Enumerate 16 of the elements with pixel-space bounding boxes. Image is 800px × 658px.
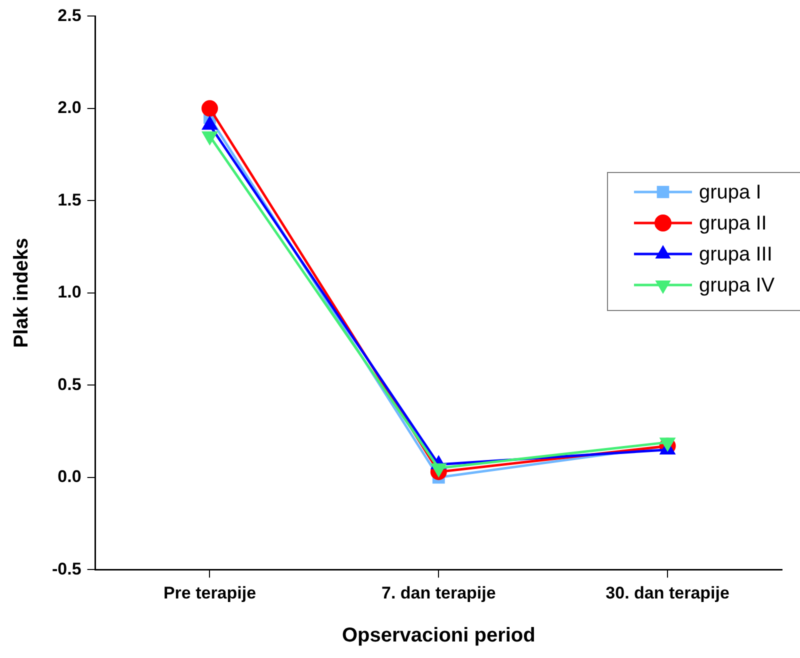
y-axis-title: Plak indeks	[10, 238, 33, 348]
legend-label: grupa III	[699, 244, 772, 266]
y-tick-label: 2.5	[58, 6, 82, 25]
y-tick-label: 0.0	[58, 467, 82, 486]
legend-label: grupa II	[699, 212, 767, 235]
y-tick-label: 1.0	[58, 282, 82, 302]
y-tick-label: 2.0	[58, 98, 82, 118]
x-axis-title: Opservacioni period	[342, 624, 536, 647]
y-tick-label: -0.5	[52, 559, 82, 578]
x-tick-label: 30. dan terapije	[606, 583, 730, 602]
legend-label: grupa I	[699, 182, 762, 204]
x-tick-label: 7. dan terapije	[381, 583, 496, 602]
legend-label: grupa IV	[699, 274, 776, 297]
x-tick-label: Pre terapije	[163, 583, 256, 602]
y-tick-label: 1.5	[58, 190, 82, 210]
y-tick-label: 0.5	[58, 374, 82, 394]
